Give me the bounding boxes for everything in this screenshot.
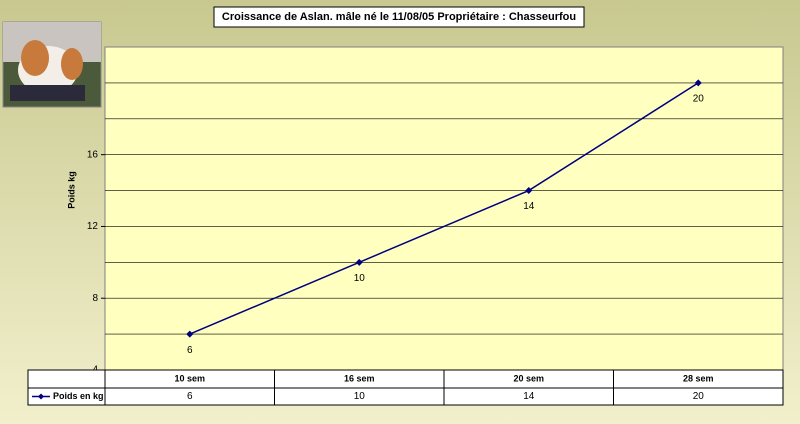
x-tick-label: 16 sem [344,373,375,383]
plot-area [104,46,784,371]
line [189,82,699,335]
y-tick-label: 12 [87,221,99,232]
point [355,258,363,266]
table-value: 20 [693,391,705,402]
point [525,187,533,195]
table-value: 10 [354,391,366,402]
x-tick-label: 20 sem [513,373,544,383]
point [186,330,194,338]
data-label: 6 [187,345,193,356]
y-axis-label: Poids kg [66,171,76,209]
data-label: 10 [354,273,366,284]
data-label: 20 [693,94,705,105]
photo [2,21,102,108]
table-value: 6 [187,391,193,402]
table-value: 14 [523,391,535,402]
x-tick-label: 28 sem [683,373,714,383]
chart-title: Croissance de Aslan. mâle né le 11/08/05… [222,11,576,23]
legend-label: Poids en kg [53,391,104,401]
title-box [213,6,585,28]
y-tick-label: 16 [87,149,99,160]
data-label: 14 [523,201,535,212]
point [694,79,702,87]
x-tick-label: 10 sem [174,373,205,383]
y-tick-label: 8 [92,293,98,304]
legend-marker [38,393,44,400]
